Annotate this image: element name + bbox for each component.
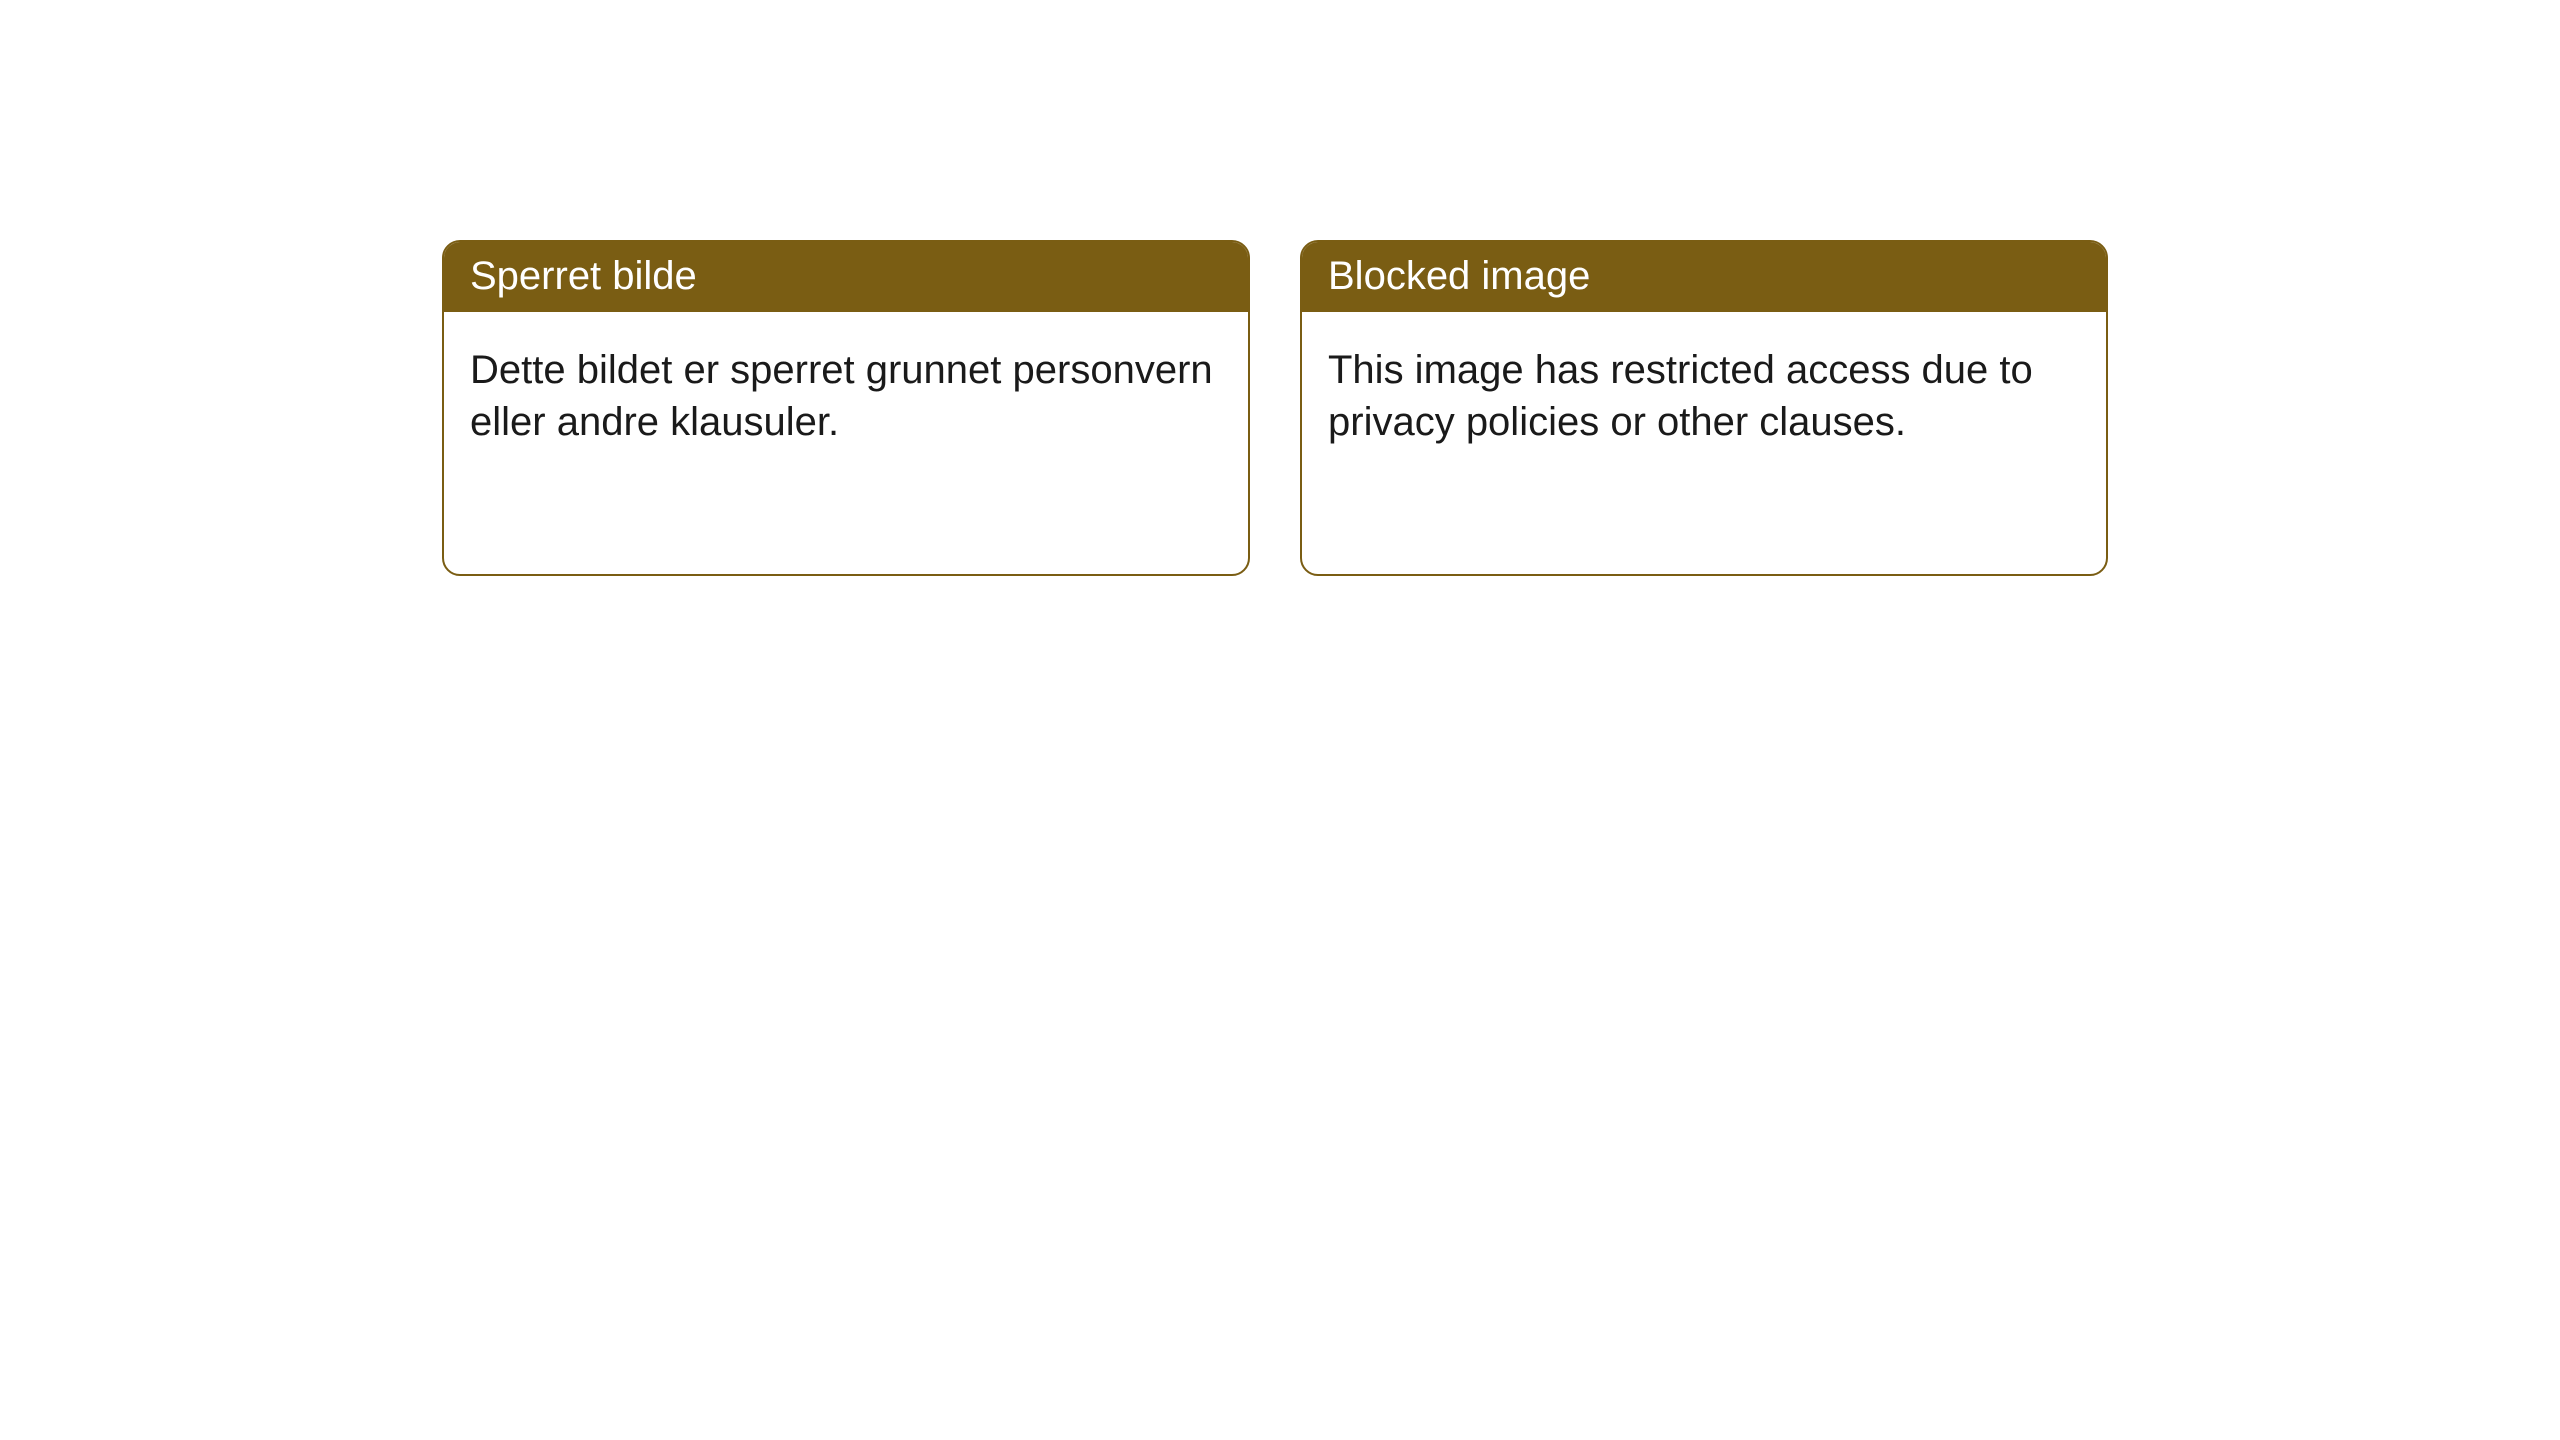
card-body-en: This image has restricted access due to … — [1302, 312, 2106, 480]
card-body-no: Dette bildet er sperret grunnet personve… — [444, 312, 1248, 480]
blocked-image-card-en: Blocked image This image has restricted … — [1300, 240, 2108, 576]
blocked-image-card-no: Sperret bilde Dette bildet er sperret gr… — [442, 240, 1250, 576]
card-header-no: Sperret bilde — [444, 242, 1248, 312]
card-header-en: Blocked image — [1302, 242, 2106, 312]
card-container: Sperret bilde Dette bildet er sperret gr… — [0, 0, 2560, 576]
